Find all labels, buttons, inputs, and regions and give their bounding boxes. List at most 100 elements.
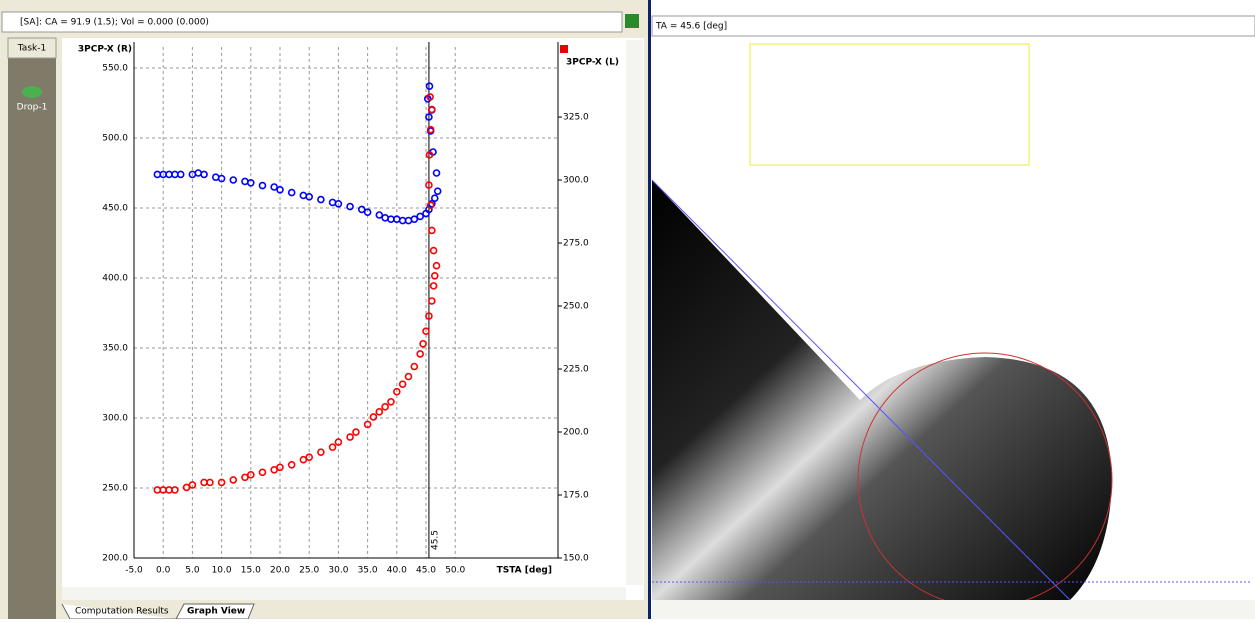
point: [425, 82, 434, 90]
point: [328, 443, 337, 451]
point: [200, 170, 208, 179]
status: TA = 45.6 [deg]: [655, 22, 727, 32]
point: [410, 362, 419, 371]
point: [247, 471, 255, 479]
point: [363, 208, 372, 216]
point: [433, 187, 442, 195]
point: [305, 453, 314, 462]
point: [276, 186, 284, 194]
point: [410, 215, 419, 223]
point: [317, 448, 325, 456]
divider: [648, 0, 651, 619]
point: [247, 179, 255, 187]
x-tick-label: 35.0: [358, 566, 378, 576]
point: [419, 340, 427, 348]
tab[interactable]: Computation Results: [75, 607, 169, 617]
point: [425, 151, 434, 159]
point: [404, 372, 413, 381]
tab[interactable]: Graph View: [187, 607, 245, 617]
task-tab-label: Task-1: [17, 44, 46, 54]
x-axis-label: TSTA [deg]: [497, 566, 552, 576]
point: [428, 226, 436, 235]
y-tick-label: 200.0: [102, 554, 128, 564]
y-tick-label: 400.0: [102, 274, 128, 284]
point: [416, 212, 424, 221]
point: [375, 211, 384, 219]
y-tick-label: 500.0: [102, 134, 128, 144]
point: [429, 246, 438, 255]
y2-tick-label: 300.0: [563, 176, 589, 186]
point: [363, 420, 372, 429]
point: [430, 194, 439, 202]
point: [188, 481, 197, 489]
y2-tick-label: 250.0: [563, 302, 589, 312]
y2-tick-label: 150.0: [563, 554, 589, 564]
y-axis-label: 3PCP-X (R): [78, 45, 132, 55]
point: [217, 478, 226, 487]
status-box: [1, 11, 623, 33]
y2-tick-label: 275.0: [563, 239, 589, 249]
point: [334, 200, 343, 208]
y-tick-label: 550.0: [102, 64, 128, 74]
y2-tick-label: 325.0: [563, 113, 589, 123]
point: [229, 476, 238, 484]
point: [398, 380, 407, 388]
scrollbar[interactable]: [626, 40, 643, 585]
point: [432, 261, 441, 270]
point: [270, 183, 278, 191]
status: [SA]: CA = 91.9 (1.5); Vol = 0.000 (0.00…: [20, 18, 209, 28]
x-tick-label: 15.0: [241, 566, 261, 576]
point: [375, 408, 384, 416]
point: [346, 433, 354, 441]
point: [176, 170, 185, 179]
y-tick-label: 300.0: [102, 414, 128, 424]
point: [287, 460, 296, 469]
x-tick-label: 30.0: [328, 566, 348, 576]
x-tick-label: 5.0: [185, 566, 200, 576]
point: [229, 176, 238, 184]
x-tick-label: 25.0: [299, 566, 319, 576]
y2-tick-label: 225.0: [563, 365, 589, 375]
y2-tick-label: 200.0: [563, 428, 589, 438]
point: [432, 169, 441, 177]
point: [206, 478, 214, 487]
point: [305, 193, 314, 201]
drop-icon[interactable]: [22, 86, 42, 98]
point: [422, 327, 430, 336]
y2-tick-label: 175.0: [563, 491, 589, 501]
point: [352, 428, 360, 436]
point: [430, 271, 439, 280]
icon[interactable]: [625, 14, 639, 28]
x-tick-label: 0.0: [156, 566, 171, 576]
x-tick-label: 50.0: [445, 566, 465, 576]
point: [387, 397, 395, 406]
baseline: [651, 179, 1071, 601]
point: [416, 350, 424, 358]
drop-label[interactable]: Drop-1: [17, 103, 48, 113]
y-tick-label: 450.0: [102, 204, 128, 214]
point: [428, 297, 436, 305]
x-tick-label: 20.0: [270, 566, 290, 576]
point: [381, 403, 389, 411]
status-box: [651, 15, 1255, 37]
x-tick-label: 10.0: [212, 566, 232, 576]
point: [426, 201, 435, 210]
point: [428, 105, 436, 114]
point: [426, 93, 434, 101]
y2-axis-label: 3PCP-X (L): [566, 58, 619, 68]
marker-label: 45.5: [430, 530, 440, 550]
hscrollbar[interactable]: [62, 587, 626, 600]
y-tick-label: 250.0: [102, 484, 128, 494]
task-tab[interactable]: [7, 37, 57, 59]
drop-image: [652, 180, 1112, 600]
graph-area: [62, 38, 644, 600]
sidebar: [8, 38, 56, 619]
point: [357, 205, 366, 214]
point: [393, 387, 401, 396]
hscrollbar[interactable]: [652, 600, 1255, 619]
series-marker: [560, 45, 568, 53]
x-tick-label: 40.0: [387, 566, 407, 576]
point: [425, 113, 433, 121]
point: [287, 188, 296, 197]
